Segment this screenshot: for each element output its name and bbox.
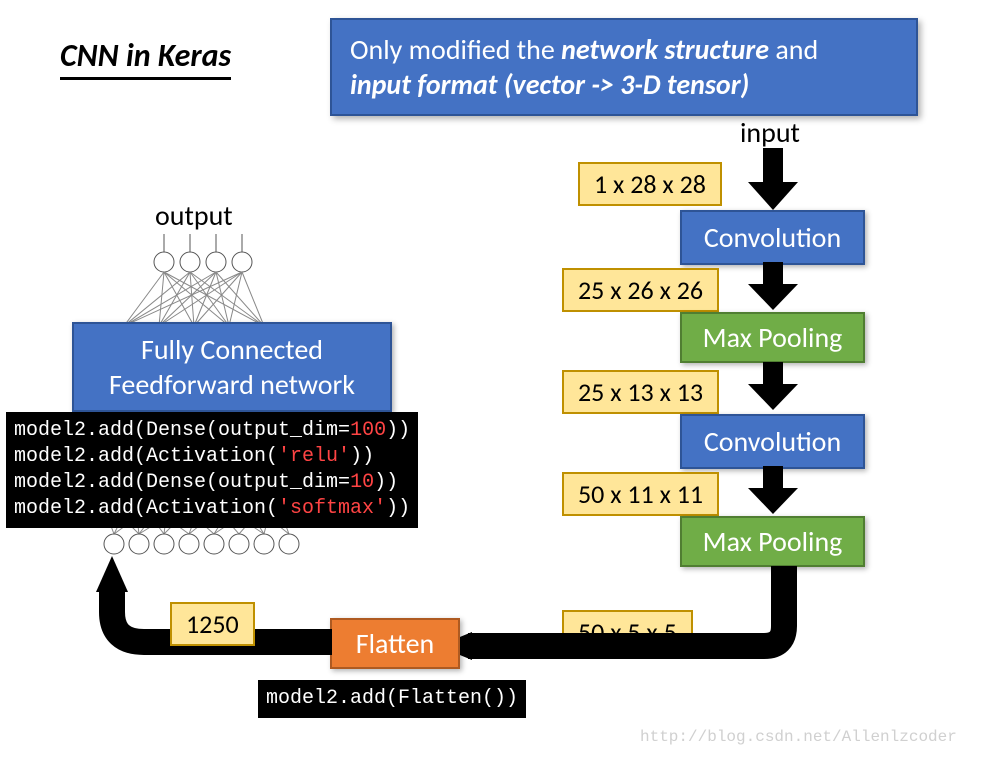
fc-line1: Fully Connected	[141, 332, 323, 367]
flatten-block: Flatten	[330, 618, 460, 669]
banner-box: Only modified the network structure and …	[330, 18, 918, 116]
pool-block-1: Max Pooling	[680, 312, 865, 363]
arrow-icon	[748, 362, 798, 410]
dim-box-4: 50 x 11 x 11	[562, 472, 719, 516]
code-text: model2.add(Activation(	[14, 497, 278, 520]
dim-box-1: 1 x 28 x 28	[578, 162, 722, 206]
code-text: ))	[374, 471, 398, 494]
code-text: model2.add(Dense(output_dim=	[14, 471, 350, 494]
code-str: 'softmax'	[278, 497, 386, 520]
arrow-icon	[748, 262, 798, 310]
fc-line2: Feedforward network	[109, 367, 355, 402]
arrow-icon	[748, 466, 798, 514]
arrow-icon	[748, 148, 798, 210]
code-text: model2.add(Activation(	[14, 445, 278, 468]
output-label: output	[155, 198, 233, 233]
page-title: CNN in Keras	[60, 36, 231, 80]
code-num: 100	[350, 419, 386, 442]
banner-line1-pre: Only modified the	[350, 32, 561, 67]
banner-line2-em: input format (vector -> 3-D tensor)	[350, 67, 749, 102]
banner-line1-post: and	[769, 32, 818, 67]
code-text: ))	[350, 445, 374, 468]
code-num: 10	[350, 471, 374, 494]
code-text: model2.add(Dense(output_dim=	[14, 419, 350, 442]
arrow-curve-icon	[438, 566, 868, 676]
code-text: ))	[386, 419, 410, 442]
banner-line1-em: network structure	[561, 32, 769, 67]
conv-block-1: Convolution	[680, 210, 865, 265]
dim-box-3: 25 x 13 x 13	[562, 370, 719, 414]
dim-box-6: 1250	[170, 602, 255, 646]
fc-block: Fully Connected Feedforward network	[72, 322, 392, 412]
pool-block-2: Max Pooling	[680, 516, 865, 567]
dim-box-2: 25 x 26 x 26	[562, 268, 719, 312]
watermark: http://blog.csdn.net/Allenlzcoder	[640, 728, 957, 746]
code-str: 'relu'	[278, 445, 350, 468]
input-label: input	[740, 115, 800, 150]
code-flatten: model2.add(Flatten())	[258, 680, 526, 718]
conv-block-2: Convolution	[680, 414, 865, 469]
code-text: ))	[386, 497, 410, 520]
code-fc: model2.add(Dense(output_dim=100)) model2…	[6, 412, 418, 528]
